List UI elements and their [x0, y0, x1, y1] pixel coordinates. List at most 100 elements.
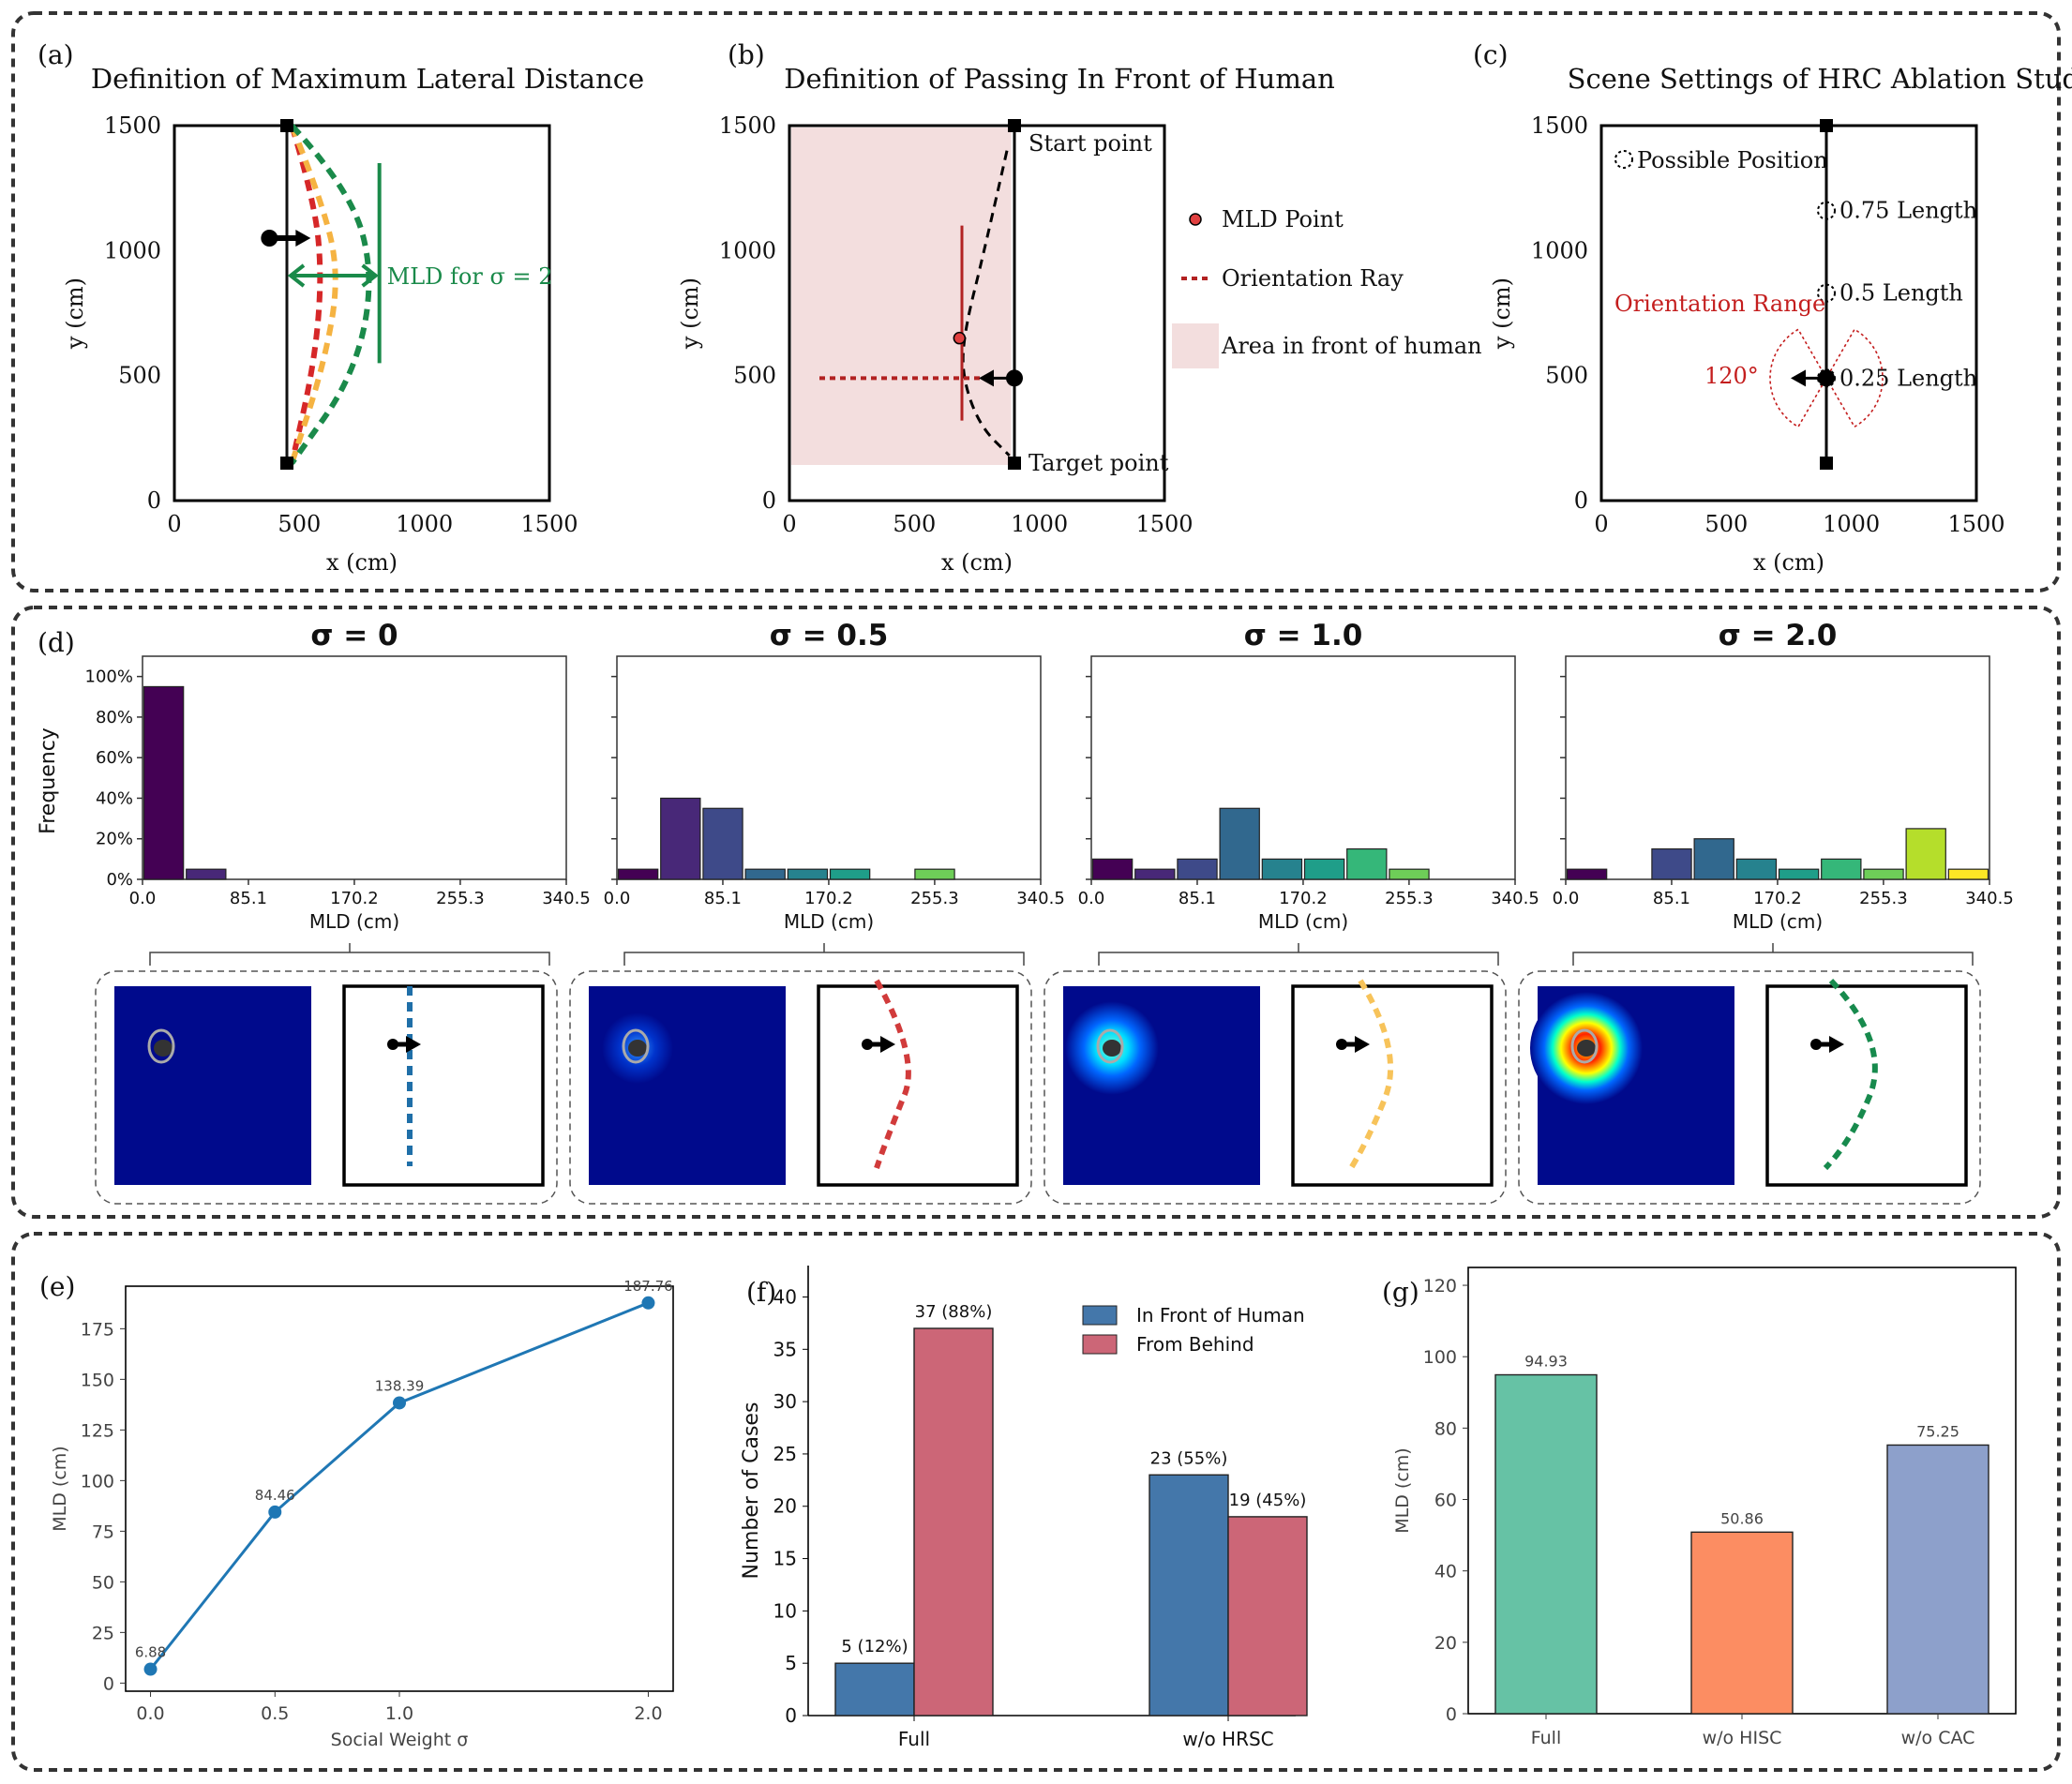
plot-frame: [788, 124, 1166, 502]
bar: [1651, 847, 1692, 880]
human-marker: [1818, 369, 1835, 387]
mld-arrow-left: [287, 263, 306, 288]
panel-label: (e): [39, 1271, 75, 1302]
y-tick-label: 60: [1434, 1491, 1457, 1511]
data-label: 37 (88%): [915, 1302, 993, 1322]
bar: [829, 868, 871, 880]
y-axis-label: y (cm): [1489, 277, 1515, 350]
y-tick-label: 20: [1434, 1633, 1457, 1654]
position-label: 0.5 Length: [1839, 280, 1963, 307]
bar: [660, 797, 701, 880]
y-tick-label: 10: [773, 1599, 797, 1622]
x-axis-label: MLD (cm): [784, 910, 874, 933]
bar: [186, 868, 227, 880]
y-axis-label: y (cm): [62, 277, 88, 350]
bar: [1905, 828, 1946, 880]
x-tick-label: Full: [898, 1728, 930, 1750]
bar: [1389, 868, 1430, 880]
x-tick-label: w/o CAC: [1901, 1728, 1975, 1748]
y-tick-label: 1500: [719, 112, 776, 139]
plot-frame: [1599, 124, 1978, 502]
histogram-2: σ = 1.0 0.0 85.1 170.2 255.3 340.5 MLD (cm): [1044, 619, 1539, 1205]
y-tick-label: 0%: [106, 870, 133, 890]
y-tick-label: 40: [1434, 1562, 1457, 1582]
data-point: [641, 1296, 655, 1310]
heatmap-bg: [589, 986, 786, 1185]
data-label: 23 (55%): [1150, 1448, 1228, 1468]
human-arrow-head: [880, 1036, 895, 1053]
panel-frame-2: [11, 606, 2061, 1219]
x-tick-label: 1500: [1947, 511, 2004, 537]
y-tick-label: 35: [773, 1338, 797, 1360]
legend-swatch: [1082, 1334, 1118, 1355]
target-marker: [1820, 457, 1833, 470]
panel-title: Scene Settings of HRC Ablation Study: [1568, 63, 2072, 95]
human-arrow-head: [295, 230, 311, 247]
x-tick-label: 1000: [1823, 511, 1880, 537]
bar: [1693, 838, 1734, 880]
y-tick-label: 60%: [96, 748, 133, 768]
trajectory-line: [961, 150, 1011, 457]
histogram-title: σ = 0: [310, 619, 398, 652]
human-arrow-head: [979, 369, 994, 387]
panel-d: (d) Frequency σ = 0 0.0 85.1 170.2 255.3 340.5 M…: [37, 619, 2014, 1205]
x-tick-label: 340.5: [542, 889, 591, 908]
bar: [1227, 1516, 1308, 1717]
y-tick-label: 15: [773, 1548, 797, 1570]
bar: [1821, 858, 1862, 880]
y-axis-label: Frequency: [37, 727, 60, 834]
start-marker: [1820, 119, 1833, 132]
y-tick-label: 5: [785, 1652, 797, 1674]
trajectory-line: [874, 979, 911, 1169]
human-arrow-head: [1355, 1036, 1370, 1053]
legend-label: From Behind: [1136, 1333, 1254, 1356]
panel-label: (d): [38, 627, 75, 658]
y-tick-label: 120: [1423, 1276, 1457, 1297]
y-tick-label: 500: [733, 363, 776, 389]
y-tick-label: 100: [1423, 1347, 1457, 1368]
bar: [1947, 868, 1989, 880]
x-tick-label: 1500: [520, 511, 578, 537]
legend-mld-point-marker: [1189, 213, 1202, 226]
y-tick-label: 1000: [719, 237, 776, 263]
bracket: [1572, 952, 1974, 966]
x-axis-label: MLD (cm): [309, 910, 399, 933]
plot-frame: [125, 1285, 674, 1692]
y-tick-label: 25: [773, 1443, 797, 1465]
y-tick-label: 20: [773, 1495, 797, 1518]
x-tick-label: 170.2: [804, 889, 853, 908]
bar: [1134, 868, 1176, 880]
human-arrow-head: [1829, 1036, 1844, 1053]
y-tick-label: 500: [1545, 363, 1588, 389]
human-arrow-head: [406, 1036, 421, 1053]
x-tick-label: w/o HISC: [1703, 1728, 1782, 1748]
heatmap-human: [1577, 1040, 1596, 1057]
y-tick-label: 40: [773, 1285, 797, 1308]
x-tick-label: Full: [1531, 1728, 1562, 1748]
human-marker: [1006, 369, 1023, 387]
bar: [1886, 1444, 1989, 1715]
x-tick-label: 0.0: [136, 1703, 164, 1724]
y-tick-label: 25: [92, 1623, 114, 1643]
y-tick-label: 80%: [96, 708, 133, 727]
y-axis-label: Number of Cases: [740, 1402, 763, 1580]
possible-position-marker: [1817, 201, 1836, 220]
trajectory-line-1: [289, 125, 323, 464]
histogram-3: σ = 2.0 0.0 85.1 170.2 255.3 340.5 MLD (cm): [1518, 619, 2014, 1205]
histogram-title: σ = 1.0: [1244, 619, 1363, 652]
panel-frame-1: [11, 11, 2061, 592]
legend-swatch: [1082, 1305, 1118, 1326]
x-tick-label: 1500: [1135, 511, 1193, 537]
bar: [1219, 807, 1260, 880]
plot-frame: [173, 124, 551, 502]
legend-label: Orientation Ray: [1222, 265, 1404, 292]
y-axis-label: MLD (cm): [50, 1446, 70, 1531]
bar: [834, 1662, 915, 1717]
bar: [1735, 858, 1778, 880]
plot-frame: [142, 655, 567, 880]
bar: [1863, 868, 1904, 880]
data-point: [143, 1662, 158, 1676]
orientation-sector-1: [1825, 328, 1884, 428]
start-marker: [280, 119, 293, 132]
x-tick-label: 170.2: [1279, 889, 1328, 908]
